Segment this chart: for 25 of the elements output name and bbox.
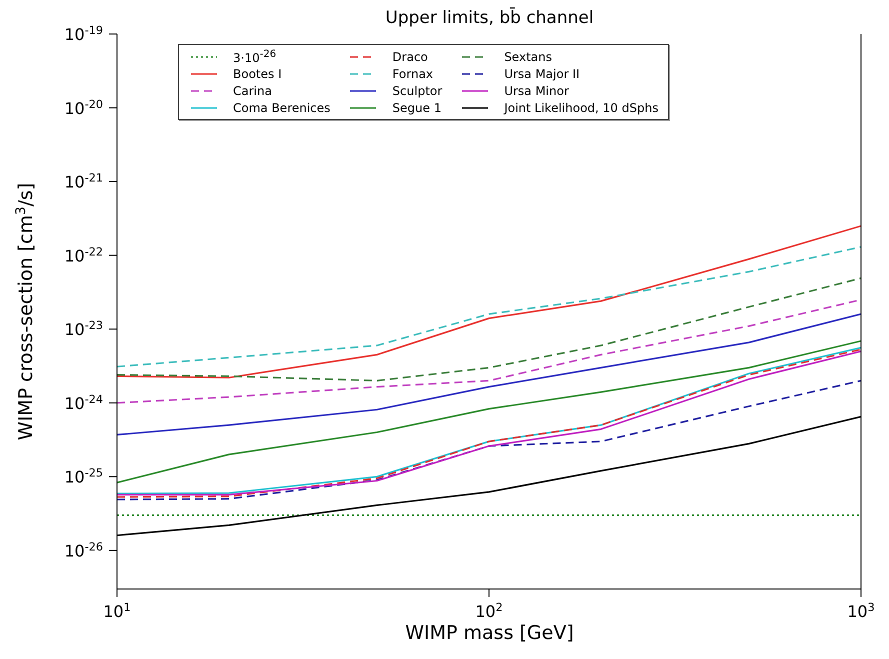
y-tick-label: 10$^{-20}$: [64, 97, 103, 118]
legend-label: Sextans: [504, 50, 552, 64]
legend-label: Joint Likelihood, 10 dSphs: [504, 100, 658, 114]
legend-label: Draco: [392, 50, 428, 64]
y-tick-label: 10$^{-23}$: [64, 318, 103, 340]
legend-label: Ursa Minor: [504, 84, 569, 98]
chart-title: Upper limits, bb̄ channel: [385, 8, 594, 28]
y-tick-label: 10$^{-26}$: [64, 540, 103, 560]
legend-label: Sculptor: [392, 84, 442, 98]
x-axis-title: WIMP mass [GeV]: [405, 622, 574, 644]
legend-label: Coma Berenices: [233, 100, 330, 114]
y-tick-label: 10$^{-22}$: [64, 244, 103, 266]
y-tick-label: 10$^{-25}$: [64, 466, 103, 487]
legend-label: Ursa Major II: [504, 66, 580, 80]
legend-label: Segue 1: [392, 100, 442, 114]
y-tick-label: 10$^{-19}$: [64, 24, 103, 44]
legend-label: Fornax: [392, 66, 434, 80]
legend-label: 3·10$^{-26}$: [233, 48, 276, 64]
y-tick-label: 10$^{-21}$: [64, 171, 103, 192]
x-tick-label: 10$^{1}$: [103, 600, 131, 621]
legend-label: Bootes I: [233, 66, 282, 80]
x-tick-label: 10$^{3}$: [847, 600, 875, 621]
y-tick-label: 10$^{-24}$: [64, 392, 103, 413]
x-tick-label: 10$^{2}$: [475, 600, 503, 621]
legend-label: Carina: [233, 84, 272, 98]
